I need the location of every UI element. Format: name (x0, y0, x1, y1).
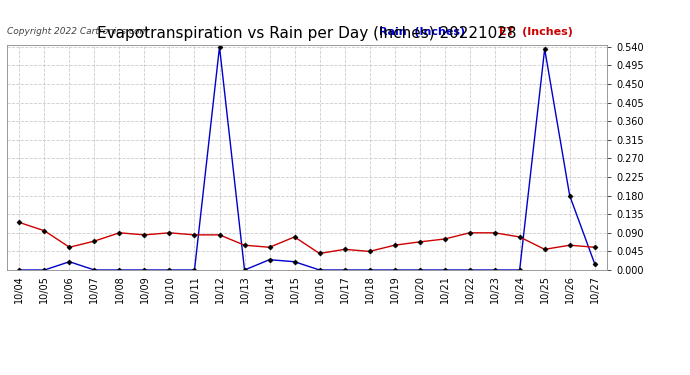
Text: Copyright 2022 Cartronics.com: Copyright 2022 Cartronics.com (7, 27, 148, 36)
Text: ET  (Inches): ET (Inches) (499, 27, 573, 37)
Title: Evapotranspiration vs Rain per Day (Inches) 20221028: Evapotranspiration vs Rain per Day (Inch… (97, 26, 517, 41)
Text: Rain  (Inches): Rain (Inches) (379, 27, 465, 37)
